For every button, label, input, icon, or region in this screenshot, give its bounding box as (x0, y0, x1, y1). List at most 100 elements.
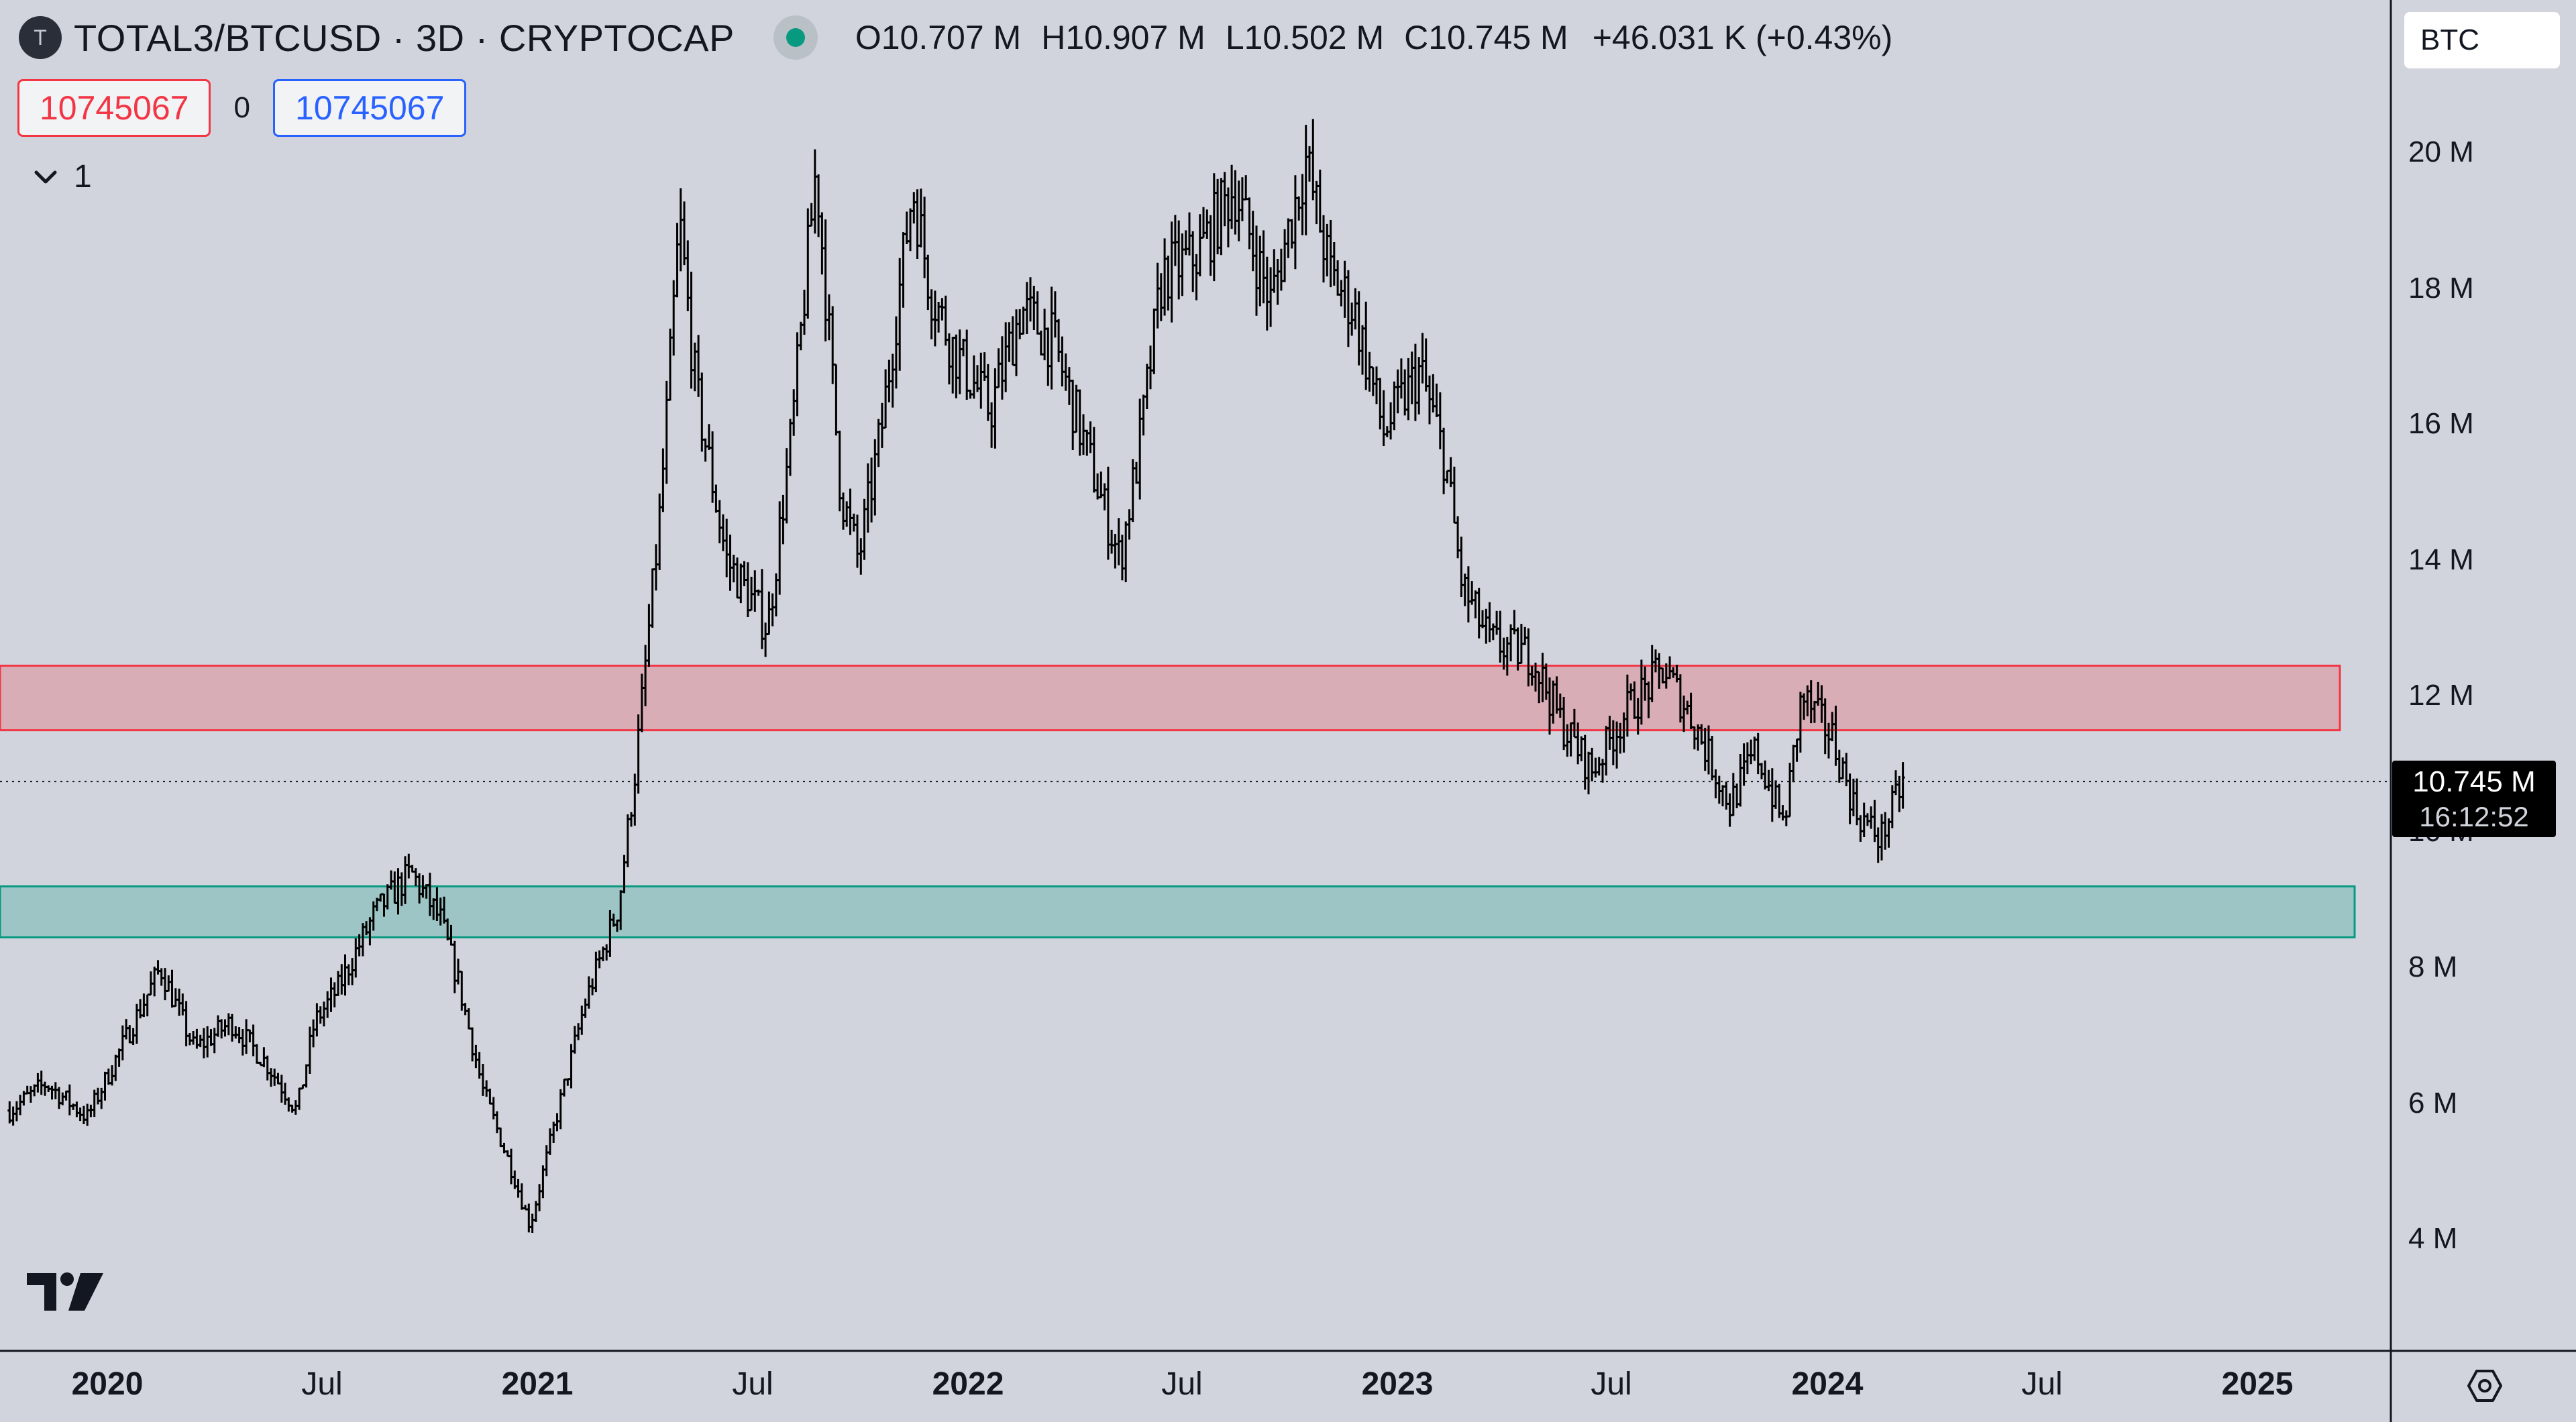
ohlc-bar (1784, 810, 1788, 826)
ohlc-bar (1721, 785, 1725, 807)
ohlc-bar (572, 1026, 577, 1054)
time-tick-label: Jul (1591, 1366, 1632, 1402)
ohlc-bar (1106, 466, 1110, 560)
ohlc-bar (894, 316, 898, 389)
ohlc-bar (1063, 353, 1068, 391)
ohlc-bar (85, 1103, 90, 1126)
ohlc-bar (272, 1069, 277, 1086)
settings-icon[interactable] (2465, 1366, 2505, 1406)
ohlc-bar (304, 1064, 309, 1088)
ohlc-bar (332, 982, 337, 1007)
ohlc-bar (1314, 180, 1319, 225)
ohlc-bar (600, 946, 605, 962)
indicators-count: 1 (74, 159, 92, 195)
ohlc-bar (806, 208, 810, 319)
ohlc-bar (1336, 260, 1340, 296)
ohlc-bar (64, 1090, 68, 1101)
ohlc-bar (1322, 215, 1326, 283)
ohlc-bar (1166, 256, 1171, 311)
ohlc-bar (1724, 781, 1729, 810)
ohlc-bar (286, 1097, 291, 1112)
ohlc-bar (845, 501, 849, 527)
ohlc-bar (661, 448, 665, 512)
market-status-icon[interactable] (773, 15, 818, 60)
ohlc-bar (1081, 414, 1085, 455)
ohlc-bar (1057, 319, 1061, 362)
ohlc-bar (1424, 338, 1428, 392)
ohlc-bar (951, 337, 955, 394)
ohlc-bar (494, 1111, 499, 1134)
ohlc-bar (1590, 747, 1595, 781)
ohlc-bar (1855, 778, 1860, 826)
indicators-toggle[interactable]: 1 (32, 158, 92, 195)
ohlc-bar (1038, 330, 1043, 356)
ohlc-bar (1897, 775, 1902, 812)
ohlc-bar (1247, 197, 1252, 250)
ohlc-bar (1297, 196, 1301, 221)
time-tick-label: Jul (1161, 1366, 1203, 1402)
ohlc-bar (537, 1184, 542, 1211)
ohlc-bar (1880, 814, 1884, 861)
ohlc-bar (756, 589, 761, 596)
ohlc-bar (558, 1089, 563, 1130)
ohlc-bar (1085, 429, 1089, 456)
ohlc-bar (1155, 262, 1160, 329)
ohlc-bar (834, 364, 839, 436)
sell-button[interactable]: 10745067 (17, 79, 211, 137)
ohlc-bar (156, 960, 160, 975)
ohlc-open-label: O (855, 19, 881, 56)
currency-input[interactable]: BTC (2404, 12, 2560, 68)
ohlc-bar (148, 971, 153, 996)
ohlc-bar (1250, 211, 1255, 272)
ohlc-open: O10.707 M (855, 18, 1021, 57)
ohlc-bar (519, 1183, 524, 1210)
ohlc-bar (700, 372, 704, 452)
time-tick-label: 2025 (2221, 1366, 2294, 1402)
price-tick-label: 18 M (2408, 271, 2474, 305)
ohlc-bar (237, 1027, 241, 1044)
ohlc-bar (318, 1006, 323, 1024)
ohlc-values: O10.707 M H10.907 M L10.502 M C10.745 M … (855, 18, 1892, 57)
ohlc-bar (1042, 309, 1047, 361)
symbol-title[interactable]: TOTAL3/BTCUSD · 3D · CRYPTOCAP (74, 16, 735, 59)
ohlc-bar (1028, 277, 1032, 322)
buy-button[interactable]: 10745067 (272, 79, 467, 137)
ohlc-bar (456, 959, 460, 985)
ohlc-bar (120, 1025, 125, 1060)
ohlc-bar (74, 1101, 79, 1117)
ohlc-bar (1858, 815, 1863, 842)
ohlc-bar (1258, 235, 1263, 307)
ohlc-bar (276, 1073, 280, 1085)
ohlc-bar (739, 563, 743, 604)
ohlc-bar (1127, 509, 1132, 540)
price-tick-label: 14 M (2408, 543, 2474, 576)
ohlc-bar (142, 993, 146, 1018)
ohlc-bar (848, 488, 853, 535)
ohlc-bar (777, 501, 782, 595)
ohlc-bar (1420, 333, 1425, 384)
ohlc-bar (1024, 282, 1029, 334)
ohlc-bar (71, 1103, 76, 1110)
ohlc-bar (311, 1019, 316, 1048)
time-tick-label: Jul (732, 1366, 773, 1402)
symbol-logo-letter: T (34, 25, 47, 50)
ohlc-bar (625, 814, 630, 867)
ohlc-bar (898, 258, 902, 371)
ohlc-bar (1428, 375, 1432, 425)
ohlc-bar (686, 240, 690, 311)
ohlc-bar (1328, 220, 1333, 288)
ohlc-bar (307, 1026, 312, 1074)
tradingview-logo-icon[interactable] (25, 1270, 106, 1317)
ohlc-bar (982, 352, 987, 381)
ohlc-bar (1900, 762, 1905, 809)
ohlc-bar (301, 1084, 305, 1090)
ohlc-high: H10.907 M (1041, 18, 1205, 57)
ohlc-bar (1890, 785, 1894, 828)
symbol-logo-icon[interactable]: T (19, 16, 62, 59)
ohlc-bar (1130, 459, 1135, 523)
ohlc-high-label: H (1041, 19, 1066, 56)
ohlc-bar (1735, 783, 1739, 808)
price-axis-background (2391, 0, 2576, 1422)
ohlc-bar (1703, 728, 1707, 771)
